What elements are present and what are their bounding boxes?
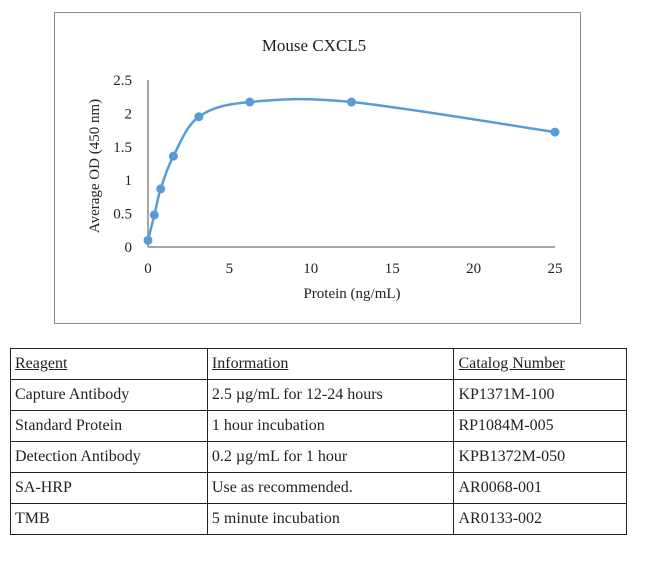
data-point — [143, 235, 153, 245]
table-cell: Standard Protein — [10, 410, 208, 442]
table-cell: 5 minute incubation — [206, 503, 455, 535]
table-cell: KPB1372M-050 — [453, 441, 627, 473]
y-tick-label: 1 — [125, 173, 133, 189]
x-axis-label: Protein (ng/mL) — [303, 286, 400, 302]
column-header: Information — [206, 348, 455, 380]
table-cell: 0.2 µg/mL for 1 hour — [206, 441, 455, 473]
chart: Mouse CXCL5 0 0.5 1 1.5 2 2.5 0 5 10 15 20 25 Prote… — [87, 36, 563, 302]
table-row: TMB 5 minute incubation AR0133-002 — [10, 503, 627, 535]
y-tick-label: 0.5 — [113, 207, 132, 223]
table-row: SA-HRP Use as recommended. AR0068-001 — [10, 472, 627, 504]
table-cell: Detection Antibody — [10, 441, 208, 473]
table-cell: AR0068-001 — [453, 472, 627, 504]
x-tick-label: 20 — [466, 261, 481, 277]
table-row: Detection Antibody 0.2 µg/mL for 1 hour KP… — [10, 441, 627, 473]
y-tick-label: 2 — [125, 106, 133, 122]
y-axis-label: Average OD (450 nm) — [87, 99, 103, 233]
y-tick-label: 2.5 — [113, 73, 132, 89]
table-cell: Use as recommended. — [206, 472, 455, 504]
x-tick-label: 25 — [548, 261, 563, 277]
reagent-table: Reagent Information Catalog Number Capture… — [10, 348, 627, 535]
table-cell: TMB — [10, 503, 208, 535]
column-header: Reagent — [10, 348, 208, 380]
table-row: Capture Antibody 2.5 µg/mL for 12-24 hour… — [10, 379, 627, 411]
table-cell: AR0133-002 — [453, 503, 627, 535]
table-cell: 2.5 µg/mL for 12-24 hours — [206, 379, 455, 411]
data-point — [194, 112, 204, 122]
table-row: Standard Protein 1 hour incubation RP1084M… — [10, 410, 627, 442]
table-cell: KP1371M-100 — [453, 379, 627, 411]
table-header-row: Reagent Information Catalog Number — [10, 348, 627, 380]
y-tick-label: 0 — [125, 240, 133, 256]
data-point — [168, 151, 178, 161]
data-point — [156, 184, 166, 194]
column-header: Catalog Number — [453, 348, 627, 380]
series-line — [146, 97, 556, 241]
table-cell: RP1084M-005 — [453, 410, 627, 442]
table-cell: 1 hour incubation — [206, 410, 455, 442]
x-tick-label: 10 — [303, 261, 318, 277]
y-tick-label: 1.5 — [113, 140, 132, 156]
data-point — [347, 97, 356, 107]
chart-title: Mouse CXCL5 — [262, 36, 366, 55]
x-tick-label: 15 — [385, 261, 400, 277]
table-cell: Capture Antibody — [10, 379, 208, 411]
data-point — [149, 210, 159, 220]
data-point — [550, 127, 560, 137]
x-tick-label: 5 — [226, 261, 234, 277]
data-point — [245, 97, 255, 107]
chart-frame — [54, 12, 581, 324]
table-cell: SA-HRP — [10, 472, 208, 504]
x-tick-label: 0 — [144, 261, 152, 277]
